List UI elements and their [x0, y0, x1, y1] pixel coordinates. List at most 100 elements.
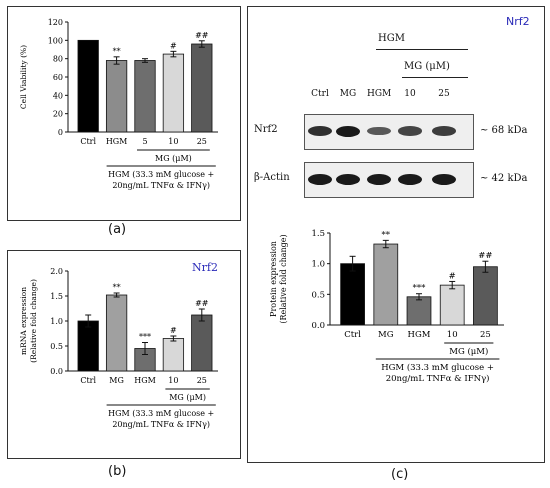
blot-mg-line [402, 77, 468, 78]
bar [439, 284, 465, 326]
blot-band [367, 126, 391, 136]
bar [191, 43, 213, 133]
significance-mark: # [449, 271, 456, 281]
blot-band [432, 173, 456, 185]
y-tick-label: 1.0 [50, 317, 63, 326]
blot-lane-label: MG [339, 89, 357, 99]
significance-mark: *** [413, 284, 427, 294]
significance-mark: # [170, 41, 177, 50]
y-tick-label: 2.0 [50, 267, 63, 276]
panel-label-c: (c) [391, 467, 409, 482]
bar [162, 338, 185, 372]
condition-label: HGM (33.3 mM glucose + [108, 170, 214, 179]
significance-mark: ## [195, 31, 209, 40]
x-tick-label: 25 [480, 330, 491, 340]
panel-label-b: (b) [108, 464, 127, 479]
y-tick-label: 40 [53, 91, 63, 100]
condition-label: HGM (33.3 mM glucose + [108, 409, 214, 418]
blot-row-name: Nrf2 [254, 124, 278, 135]
blot-band [336, 173, 360, 185]
y-tick-label: 100 [48, 36, 63, 45]
condition-label: 20ng/mL TNFα & IFNγ) [386, 373, 490, 384]
bar [473, 266, 498, 326]
bar [162, 53, 185, 133]
chart-a: 0 20 40 60 80 100 120 Cell Viability (%) Ctrl ** H… [19, 18, 218, 190]
bar [105, 294, 128, 372]
blot-lane-label: Ctrl [311, 89, 329, 99]
condition-label: 20ng/mL TNFα & IFNγ) [112, 181, 210, 190]
bar [373, 243, 399, 326]
blot-lane-label: 25 [438, 89, 450, 99]
blot-size-label: ~ 42 kDa [480, 173, 528, 184]
blot-band [432, 126, 456, 136]
bar [105, 60, 128, 133]
y-tick-label: 0.0 [311, 321, 325, 331]
x-tick-label: 10 [447, 330, 458, 340]
blot-lane-label: HGM [367, 89, 392, 99]
bar [191, 314, 213, 372]
significance-mark: ** [382, 230, 391, 240]
blot-title: Nrf2 [506, 15, 530, 28]
y-tick-label: 1.5 [311, 229, 325, 239]
y-tick-label: 0.5 [311, 290, 325, 300]
y-tick-label: 120 [48, 18, 63, 27]
y-tick-label: 0.5 [50, 342, 63, 351]
x-tick-label: HGM [408, 330, 431, 340]
mg-group-label: MG (μM) [449, 346, 488, 357]
x-tick-label: 5 [142, 137, 147, 146]
blot-hgm-line [376, 49, 468, 50]
panel-a: 0 20 40 60 80 100 120 Cell Viability (%) Ctrl ** H… [7, 6, 241, 221]
x-tick-label: 25 [197, 137, 207, 146]
blot-row-name: β-Actin [254, 172, 290, 183]
panel-label-a: (a) [108, 222, 127, 237]
y-axis-label: Cell Viability (%) [19, 45, 28, 109]
blot-band [308, 173, 332, 185]
blot-hgm-label: HGM [378, 33, 405, 44]
y-axis-label: Protein expression [269, 241, 278, 317]
y-tick-label: 20 [53, 110, 63, 119]
bar [77, 320, 99, 372]
blot-band [398, 126, 422, 136]
mg-group-label: MG (μM) [155, 154, 192, 163]
chart-title: Nrf2 [248, 217, 274, 220]
significance-mark: ## [478, 251, 492, 261]
y-tick-label: 0 [58, 128, 63, 137]
x-tick-label: MG [109, 376, 124, 385]
x-tick-label: MG [378, 330, 394, 340]
x-tick-label: 10 [168, 137, 178, 146]
blot-mg-label: MG (μM) [404, 61, 450, 72]
blot-size-label: ~ 68 kDa [480, 125, 528, 136]
significance-mark: ** [113, 47, 121, 56]
bar [134, 60, 156, 133]
x-tick-label: Ctrl [80, 137, 96, 146]
x-tick-label: Ctrl [80, 376, 96, 385]
bar [340, 263, 365, 326]
x-tick-label: 25 [197, 376, 207, 385]
condition-label: HGM (33.3 mM glucose + [381, 362, 494, 373]
panel-b: 0.0 0.5 1.0 1.5 2.0 mRNA expression (Relative … [7, 250, 241, 459]
significance-mark: ## [195, 299, 209, 308]
blot-band [398, 173, 422, 185]
y-tick-label: 1.0 [311, 260, 325, 270]
condition-label: 20ng/mL TNFα & IFNγ) [112, 420, 210, 429]
y-tick-label: 1.5 [50, 292, 63, 301]
significance-mark: # [170, 326, 177, 335]
y-axis-label: (Relative fold change) [279, 234, 288, 323]
y-tick-label: 80 [53, 55, 63, 64]
y-tick-label: 60 [53, 73, 63, 82]
bar [406, 296, 432, 326]
y-axis-label: mRNA expression [19, 287, 28, 355]
x-tick-label: HGM [134, 376, 156, 385]
chart-title: Nrf2 [192, 261, 218, 274]
x-tick-label: HGM [106, 137, 128, 146]
chart-c: 0.0 0.5 1.0 1.5 Protein expression (Relative … [248, 217, 504, 384]
blot-band [367, 173, 391, 185]
y-tick-label: 0.0 [50, 367, 63, 376]
bar [77, 39, 99, 133]
mg-group-label: MG (μM) [169, 393, 206, 402]
panel-c: Nrf2 HGM MG (μM) Ctrl MG HGM 10 25 Nrf2 ~ 68 … [247, 6, 545, 463]
blot-lane-label: 10 [404, 89, 416, 99]
y-axis-label: (Relative fold change) [29, 279, 38, 363]
significance-mark: ** [113, 283, 121, 292]
x-tick-label: Ctrl [344, 330, 361, 340]
